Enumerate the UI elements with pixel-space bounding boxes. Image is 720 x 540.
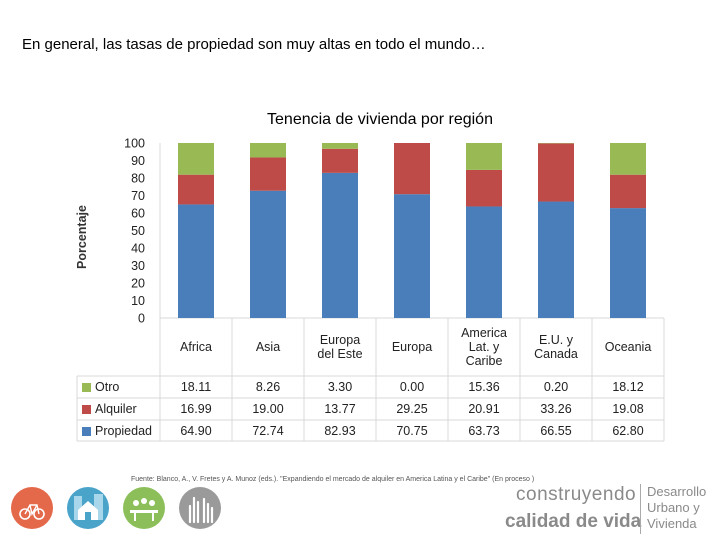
- y-tick-label: 80: [131, 172, 145, 186]
- bar-alquiler: [610, 174, 646, 209]
- category-label: E.U. y Canada: [516, 333, 596, 361]
- table-cell: 29.25: [396, 402, 428, 416]
- brand-side-line-3: Vivienda: [647, 516, 697, 531]
- category-label-line: Canada: [534, 347, 578, 361]
- category-label-line: Caribe: [465, 354, 503, 368]
- bar-propiedad: [610, 208, 646, 318]
- y-tick-label: 90: [131, 154, 145, 168]
- table-cell: 72.74: [252, 424, 284, 438]
- chart-title: Tenencia de vivienda por región: [267, 111, 493, 128]
- legend-label-alquiler: Alquiler: [95, 402, 137, 416]
- bar-propiedad: [178, 204, 214, 318]
- table-cell: 3.30: [327, 380, 353, 394]
- table-cell: 63.73: [468, 424, 500, 438]
- category-label-line: America: [461, 326, 507, 340]
- legend-label-propiedad: Propiedad: [95, 424, 152, 438]
- category-label: Asia: [228, 340, 308, 354]
- table-cell: 18.11: [180, 380, 212, 394]
- brand-calidad-de-vida: calidad de vida: [505, 511, 642, 532]
- y-tick-label: 50: [131, 224, 145, 238]
- category-label: Africa: [156, 340, 236, 354]
- category-label-line: E.U. y: [538, 333, 574, 347]
- table-cell: 15.36: [468, 380, 500, 394]
- buildings-logo: [67, 487, 109, 529]
- table-cell: 0.20: [543, 380, 569, 394]
- brand-construyendo: construyendo: [516, 484, 637, 505]
- table-cell: 13.77: [324, 402, 356, 416]
- category-label: Oceania: [588, 340, 668, 354]
- table-cell: 18.12: [612, 380, 644, 394]
- brand-side-line-2: Urbano y: [647, 500, 700, 515]
- legend-label-otro: Otro: [95, 380, 120, 394]
- community-logo: [123, 487, 165, 529]
- table-cell: 16.99: [180, 402, 212, 416]
- table-cell: 62.80: [612, 424, 644, 438]
- bar-otro: [610, 143, 646, 175]
- bar-propiedad: [250, 190, 286, 318]
- y-tick-label: 40: [131, 242, 145, 256]
- category-label-line: del Este: [317, 347, 363, 361]
- table-cell: 70.75: [396, 424, 428, 438]
- page-headline: En general, las tasas de propiedad son m…: [22, 36, 486, 53]
- table-cell: 20.91: [468, 402, 500, 416]
- category-label: Europa del Este: [300, 333, 380, 361]
- table-cell: 0.00: [399, 380, 425, 394]
- y-tick-label: 100: [124, 137, 145, 151]
- y-tick-label: 10: [131, 294, 145, 308]
- bar-otro: [466, 143, 502, 170]
- bar-alquiler: [394, 143, 430, 195]
- bar-otro: [178, 143, 214, 175]
- hands-logo: [179, 487, 221, 529]
- table-cell: 19.00: [252, 402, 284, 416]
- table-cell: 8.26: [255, 380, 281, 394]
- legend-swatch-otro: [82, 383, 91, 392]
- bar-propiedad: [466, 206, 502, 318]
- bar-alquiler: [250, 157, 286, 191]
- bar-alquiler: [466, 169, 502, 207]
- bar-alquiler: [538, 143, 574, 202]
- category-label-line: Europa: [391, 340, 433, 354]
- bar-propiedad: [394, 194, 430, 318]
- category-label-line: Europa: [319, 333, 361, 347]
- category-label: America Lat. y Caribe: [444, 326, 524, 368]
- y-tick-label: 60: [131, 207, 145, 221]
- legend-swatch-alquiler: [82, 405, 91, 414]
- bar-alquiler: [178, 174, 214, 205]
- y-tick-label: 20: [131, 277, 145, 291]
- bar-otro: [322, 143, 358, 149]
- category-label-line: Africa: [180, 340, 212, 354]
- bar-propiedad: [322, 172, 358, 318]
- category-label: Europa: [372, 340, 452, 354]
- bar-otro: [250, 143, 286, 158]
- brand-side-line-1: Desarrollo: [647, 484, 707, 499]
- table-cell: 19.08: [612, 402, 644, 416]
- brand-desarrollo-urbano: Desarrollo Urbano y Vivienda: [647, 484, 706, 532]
- y-tick-label: 70: [131, 189, 145, 203]
- category-label-line: Lat. y: [468, 340, 500, 354]
- source-note: Fuente: Blanco, A., V. Fretes y A. Munoz…: [131, 476, 535, 483]
- bar-alquiler: [322, 148, 358, 173]
- y-tick-label: 30: [131, 259, 145, 273]
- table-cell: 82.93: [324, 424, 356, 438]
- table-cell: 33.26: [540, 402, 572, 416]
- category-label-line: Oceania: [604, 340, 652, 354]
- brand-divider: [640, 484, 641, 534]
- table-cell: 66.55: [540, 424, 572, 438]
- y-tick-label: 0: [138, 312, 145, 326]
- legend-swatch-propiedad: [82, 427, 91, 436]
- footer-logos: [11, 487, 221, 529]
- bar-propiedad: [538, 201, 574, 318]
- table-cell: 64.90: [180, 424, 212, 438]
- category-label-line: Asia: [255, 340, 281, 354]
- bicycle-logo: [11, 487, 53, 529]
